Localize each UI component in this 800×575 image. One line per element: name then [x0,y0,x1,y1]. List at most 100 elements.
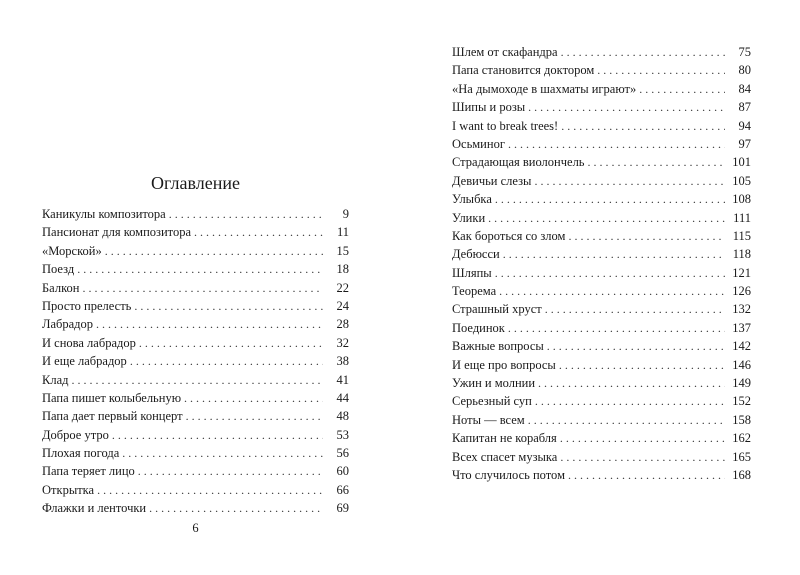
dot-leader [184,389,323,407]
dot-leader [545,300,725,318]
dot-leader [568,227,725,245]
dot-leader [508,135,725,153]
entry-title: Балкон [42,280,80,295]
toc-entry: Папа пишет колыбельную 44 [42,389,349,407]
entry-title: Теорема [452,284,497,299]
dot-leader [559,356,725,374]
page-number: 6 [192,521,199,535]
entry-title: Плохая погода [42,446,120,461]
dot-leader [588,153,725,171]
toc-entry: Клад 41 [42,371,349,389]
dot-leader [122,444,323,462]
toc-entry: Дебюсси 118 [452,245,751,263]
entry-page: 111 [733,210,751,225]
entry-page: 165 [732,449,751,464]
dot-leader [499,282,725,300]
entry-page: 152 [732,394,751,409]
toc-entry: И еще лабрадор 38 [42,352,349,370]
toc-entry: Шлем от скафандра 75 [452,43,751,61]
toc-entry: Страшный хруст 132 [452,300,751,318]
entry-page: 87 [738,100,752,115]
toc-entry: Осьминог 97 [452,135,751,153]
entry-page: 60 [336,464,350,479]
dot-leader [105,242,323,260]
dot-leader [535,392,725,410]
toc-entry: И еще про вопросы 146 [452,356,751,374]
entry-title: Дебюсси [452,247,500,262]
entry-title: Улики [452,210,486,225]
entry-page: 24 [336,298,350,313]
entry-title: Всех спасет музыка [452,449,558,464]
dot-leader [149,499,323,517]
toc-entry: Поезд 18 [42,260,349,278]
entry-page: 66 [336,482,350,497]
entry-title: Осьминог [452,136,505,151]
dot-leader [495,264,725,282]
entry-title: Папа теряет лицо [42,464,135,479]
toc-entry: Доброе утро 53 [42,426,349,444]
toc-entry: Девичьи слезы 105 [452,172,751,190]
dot-leader [194,223,323,241]
entry-page: 132 [732,302,751,317]
toc-entry: Страдающая виолончель 101 [452,153,751,171]
toc-entry: Всех спасет музыка 165 [452,448,751,466]
entry-page: 115 [732,228,751,243]
entry-page: 18 [336,262,350,277]
entry-title: И еще про вопросы [452,357,556,372]
dot-leader [495,190,725,208]
entry-page: 32 [336,335,350,350]
entry-title: Важные вопросы [452,339,544,354]
entry-title: «Морской» [42,243,102,258]
toc-entry: Папа теряет лицо 60 [42,462,349,480]
entry-title: «На дымоходе в шахматы играют» [452,81,637,96]
entry-page: 28 [336,317,350,332]
toc-entry: «На дымоходе в шахматы играют» 84 [452,80,751,98]
entry-title: Каникулы композитора [42,207,166,221]
dot-leader [568,466,725,484]
entry-page: 162 [732,431,751,446]
entry-title: Доброе утро [42,427,109,442]
entry-title: Папа дает первый концерт [42,409,183,424]
entry-page: 158 [732,412,751,427]
toc-entry: Каникулы композитора 9 [42,205,349,223]
dot-leader [169,205,323,223]
toc-list: Шлем от скафандра 75 Папа становится докто… [452,43,751,484]
toc-list: Каникулы композитора 9 Пансионат для компо… [42,205,349,518]
dot-leader [77,260,323,278]
toc-entry: Улыбка 108 [452,190,751,208]
dot-leader [508,319,725,337]
dot-leader [597,61,725,79]
dot-leader [138,462,323,480]
entry-title: Ноты — всем [452,412,525,427]
entry-title: Поединок [452,320,505,335]
toc-entry: Шипы и розы 87 [452,98,751,116]
toc-entry: Ужин и молнии 149 [452,374,751,392]
entry-page: 146 [732,357,751,372]
entry-page: 38 [336,354,350,369]
entry-title: Флажки и ленточки [42,501,147,516]
entry-page: 22 [336,280,350,295]
entry-page: 137 [732,320,751,335]
dot-leader [561,43,725,61]
entry-page: 48 [336,409,350,424]
entry-title: Клад [42,372,69,387]
entry-page: 44 [336,390,350,405]
entry-title: Шлем от скафандра [452,45,558,59]
dot-leader [112,426,323,444]
dot-leader [71,371,323,389]
dot-leader [528,98,725,116]
entry-page: 105 [732,173,751,188]
entry-page: 149 [732,376,751,391]
dot-leader [82,279,323,297]
toc-entry: Пансионат для композитора 11 [42,223,349,241]
entry-title: Папа становится доктором [452,63,595,78]
entry-page: 75 [738,45,752,59]
entry-page: 108 [732,192,751,207]
toc-entry: Как бороться со злом 115 [452,227,751,245]
toc-entry: Балкон 22 [42,279,349,297]
entry-title: Страдающая виолончель [452,155,585,170]
entry-title: Девичьи слезы [452,173,532,188]
dot-leader [639,80,725,98]
entry-title: Страшный хруст [452,302,542,317]
toc-entry: «Морской» 15 [42,242,349,260]
